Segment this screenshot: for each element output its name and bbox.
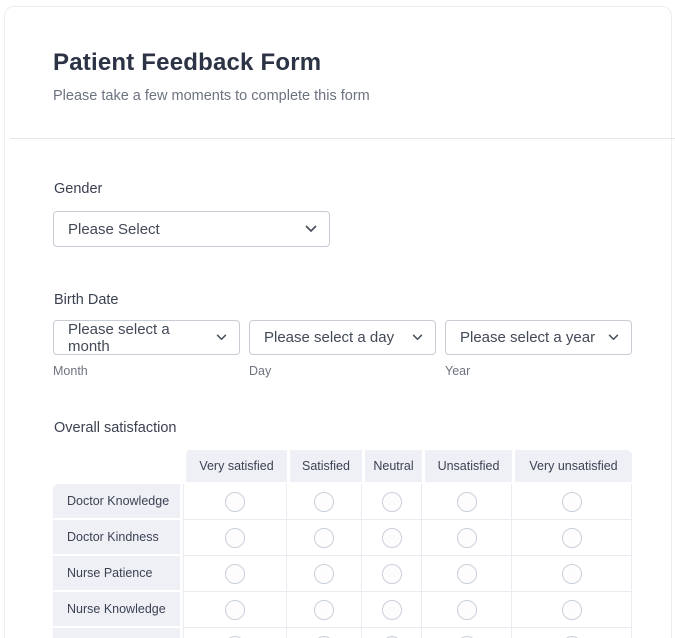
satisfaction-table: Very satisfied Satisfied Neutral Unsatis… xyxy=(53,450,632,638)
matrix-cell xyxy=(512,592,632,628)
matrix-cell xyxy=(362,556,422,592)
matrix-cell xyxy=(422,592,512,628)
matrix-header-row: Very satisfied Satisfied Neutral Unsatis… xyxy=(53,450,632,484)
matrix-cell xyxy=(422,628,512,638)
chevron-down-icon xyxy=(412,334,423,341)
birth-day-select[interactable]: Please select a day xyxy=(249,320,436,355)
radio-button[interactable] xyxy=(225,563,245,584)
matrix-cell xyxy=(512,556,632,592)
matrix-row-label: Doctor Knowledge xyxy=(53,484,183,520)
gender-select[interactable]: Please Select xyxy=(53,211,330,247)
radio-button[interactable] xyxy=(456,491,477,512)
matrix-row-label: Nurse Knowledge xyxy=(53,592,183,628)
form-title: Patient Feedback Form xyxy=(53,49,322,76)
matrix-row: Doctor Knowledge xyxy=(53,484,632,520)
birth-date-label: Birth Date xyxy=(54,292,119,308)
radio-button[interactable] xyxy=(314,599,334,620)
radio-button[interactable] xyxy=(381,491,402,512)
radio-button[interactable] xyxy=(314,491,334,512)
matrix-cell xyxy=(512,628,632,638)
radio-button[interactable] xyxy=(561,563,582,584)
matrix-cell xyxy=(183,556,287,592)
chevron-down-icon xyxy=(305,225,317,233)
birth-day-sublabel: Day xyxy=(249,364,272,378)
matrix-cell xyxy=(362,484,422,520)
matrix-cell xyxy=(183,484,287,520)
birth-year-select[interactable]: Please select a year xyxy=(445,320,632,355)
radio-button[interactable] xyxy=(314,563,334,584)
matrix-cell xyxy=(362,520,422,556)
matrix-corner-cell xyxy=(53,450,183,484)
matrix-row: Nurse Patience xyxy=(53,556,632,592)
matrix-row-label: Nurse Patience xyxy=(53,556,183,592)
radio-button[interactable] xyxy=(225,491,245,512)
matrix-column-header: Very unsatisfied xyxy=(512,450,632,484)
matrix-cell xyxy=(362,592,422,628)
birth-month-value: Please select a month xyxy=(68,320,170,355)
matrix-cell xyxy=(183,592,287,628)
radio-button[interactable] xyxy=(381,599,402,620)
radio-button[interactable] xyxy=(381,563,402,584)
chevron-down-icon xyxy=(216,334,227,341)
gender-select-value: Please Select xyxy=(68,220,160,238)
birth-day-value: Please select a day xyxy=(264,329,395,346)
matrix-cell xyxy=(287,520,362,556)
matrix-row: Doctor Kindness xyxy=(53,520,632,556)
matrix-cell xyxy=(183,628,287,638)
matrix-cell xyxy=(287,484,362,520)
matrix-column-header: Unsatisfied xyxy=(422,450,512,484)
satisfaction-label: Overall satisfaction xyxy=(54,420,177,436)
header-divider xyxy=(10,138,675,139)
matrix-column-header: Neutral xyxy=(362,450,422,484)
matrix-row-label: Doctor Kindness xyxy=(53,520,183,556)
radio-button[interactable] xyxy=(381,527,402,548)
satisfaction-matrix: Very satisfied Satisfied Neutral Unsatis… xyxy=(53,450,632,638)
matrix-cell xyxy=(422,484,512,520)
matrix-cell xyxy=(287,628,362,638)
radio-button[interactable] xyxy=(225,527,245,548)
matrix-row: Waiting Time xyxy=(53,628,632,638)
matrix-row: Nurse Knowledge xyxy=(53,592,632,628)
radio-button[interactable] xyxy=(456,599,477,620)
chevron-down-icon xyxy=(608,334,619,341)
matrix-cell xyxy=(422,556,512,592)
matrix-cell xyxy=(512,520,632,556)
radio-button[interactable] xyxy=(456,527,477,548)
birth-month-sublabel: Month xyxy=(53,364,88,378)
form-card: Patient Feedback Form Please take a few … xyxy=(4,6,675,638)
matrix-cell xyxy=(183,520,287,556)
matrix-cell xyxy=(362,628,422,638)
birth-year-value: Please select a year xyxy=(460,329,596,346)
birth-year-sublabel: Year xyxy=(445,364,471,378)
birth-month-select[interactable]: Please select a month xyxy=(53,320,240,355)
matrix-cell xyxy=(287,592,362,628)
radio-button[interactable] xyxy=(225,599,245,620)
radio-button[interactable] xyxy=(314,527,334,548)
matrix-row-label: Waiting Time xyxy=(53,628,183,638)
matrix-cell xyxy=(422,520,512,556)
matrix-column-header: Very satisfied xyxy=(183,450,287,484)
matrix-cell xyxy=(512,484,632,520)
matrix-cell xyxy=(287,556,362,592)
radio-button[interactable] xyxy=(561,527,582,548)
radio-button[interactable] xyxy=(561,491,582,512)
radio-button[interactable] xyxy=(561,599,582,620)
radio-button[interactable] xyxy=(456,563,477,584)
form-subtitle: Please take a few moments to complete th… xyxy=(53,88,370,104)
gender-label: Gender xyxy=(54,181,103,197)
matrix-column-header: Satisfied xyxy=(287,450,362,484)
